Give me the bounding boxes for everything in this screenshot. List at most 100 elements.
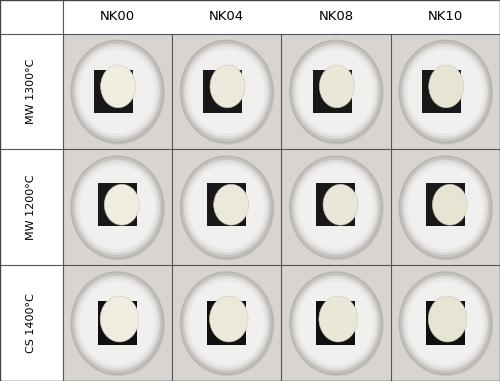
Ellipse shape xyxy=(319,296,358,342)
Ellipse shape xyxy=(293,44,378,139)
Bar xyxy=(172,149,281,265)
Bar xyxy=(94,70,133,113)
Ellipse shape xyxy=(72,272,165,376)
Ellipse shape xyxy=(77,278,158,368)
Ellipse shape xyxy=(298,281,374,365)
Ellipse shape xyxy=(320,65,354,108)
Ellipse shape xyxy=(180,156,274,260)
Ellipse shape xyxy=(72,272,163,374)
Ellipse shape xyxy=(290,40,384,144)
Ellipse shape xyxy=(80,50,155,133)
Bar xyxy=(98,183,136,226)
Ellipse shape xyxy=(210,65,245,108)
Ellipse shape xyxy=(180,40,274,144)
Ellipse shape xyxy=(180,156,272,258)
Text: NK00: NK00 xyxy=(100,10,135,23)
Ellipse shape xyxy=(408,50,483,133)
Bar xyxy=(316,183,356,226)
Ellipse shape xyxy=(408,165,483,249)
Ellipse shape xyxy=(400,40,493,144)
Bar xyxy=(426,183,465,226)
Ellipse shape xyxy=(432,184,468,225)
Ellipse shape xyxy=(77,162,158,252)
Bar xyxy=(422,70,461,113)
Ellipse shape xyxy=(100,65,136,108)
Ellipse shape xyxy=(323,184,358,225)
Ellipse shape xyxy=(180,272,274,376)
Ellipse shape xyxy=(100,296,139,342)
Ellipse shape xyxy=(180,40,272,142)
Bar xyxy=(62,34,172,149)
Ellipse shape xyxy=(400,272,491,374)
Ellipse shape xyxy=(74,276,160,370)
Ellipse shape xyxy=(180,272,272,374)
Bar xyxy=(390,34,500,149)
Ellipse shape xyxy=(290,272,382,374)
Bar xyxy=(172,34,281,149)
Ellipse shape xyxy=(290,272,384,376)
Ellipse shape xyxy=(184,276,270,370)
Ellipse shape xyxy=(298,165,374,249)
Bar xyxy=(281,149,390,265)
Ellipse shape xyxy=(400,156,491,258)
Ellipse shape xyxy=(74,44,160,139)
Ellipse shape xyxy=(400,40,491,142)
Bar xyxy=(207,183,246,226)
Ellipse shape xyxy=(428,296,467,342)
Ellipse shape xyxy=(400,272,493,376)
Bar xyxy=(312,70,352,113)
Ellipse shape xyxy=(74,160,160,255)
Bar xyxy=(207,301,246,345)
Ellipse shape xyxy=(72,156,165,260)
Ellipse shape xyxy=(184,44,270,139)
Ellipse shape xyxy=(290,156,382,258)
Ellipse shape xyxy=(189,281,264,365)
Ellipse shape xyxy=(429,65,464,108)
Text: NK04: NK04 xyxy=(209,10,244,23)
Ellipse shape xyxy=(402,276,488,370)
Ellipse shape xyxy=(186,162,267,252)
Ellipse shape xyxy=(296,162,376,252)
Text: NK10: NK10 xyxy=(428,10,463,23)
Bar xyxy=(0,34,62,381)
Bar xyxy=(62,265,172,381)
Ellipse shape xyxy=(104,184,139,225)
Bar xyxy=(281,265,390,381)
Ellipse shape xyxy=(72,156,163,258)
Text: MW 1300°C: MW 1300°C xyxy=(26,59,36,124)
Ellipse shape xyxy=(189,165,264,249)
Bar xyxy=(390,149,500,265)
Bar xyxy=(426,301,465,345)
Ellipse shape xyxy=(80,165,155,249)
Text: CS 1400°C: CS 1400°C xyxy=(26,293,36,353)
Ellipse shape xyxy=(214,184,248,225)
Ellipse shape xyxy=(402,44,488,139)
Ellipse shape xyxy=(72,40,163,142)
Bar xyxy=(172,265,281,381)
Text: MW 1200°C: MW 1200°C xyxy=(26,174,36,240)
Ellipse shape xyxy=(290,156,384,260)
Bar xyxy=(98,301,136,345)
Bar xyxy=(62,149,172,265)
Ellipse shape xyxy=(405,46,485,136)
Bar xyxy=(281,34,390,149)
Ellipse shape xyxy=(298,50,374,133)
Ellipse shape xyxy=(210,296,248,342)
Bar xyxy=(390,265,500,381)
Ellipse shape xyxy=(400,156,493,260)
Bar xyxy=(204,70,242,113)
Bar xyxy=(0,0,500,34)
Bar xyxy=(316,301,356,345)
Ellipse shape xyxy=(72,40,165,144)
Ellipse shape xyxy=(293,276,378,370)
Ellipse shape xyxy=(408,281,483,365)
Ellipse shape xyxy=(296,46,376,136)
Ellipse shape xyxy=(189,50,264,133)
Ellipse shape xyxy=(402,160,488,255)
Ellipse shape xyxy=(296,278,376,368)
Ellipse shape xyxy=(80,281,155,365)
Ellipse shape xyxy=(77,46,158,136)
Ellipse shape xyxy=(293,160,378,255)
Ellipse shape xyxy=(186,278,267,368)
Ellipse shape xyxy=(186,46,267,136)
